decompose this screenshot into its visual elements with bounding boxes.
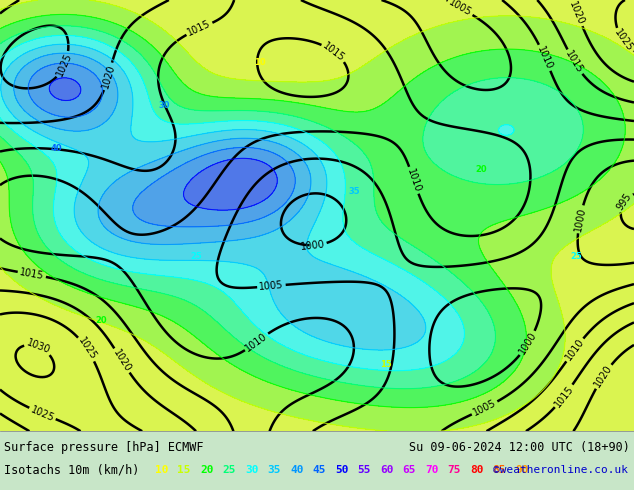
Text: 1025: 1025 xyxy=(612,28,634,54)
Text: 25: 25 xyxy=(223,465,236,475)
Text: 25: 25 xyxy=(571,252,583,261)
Text: 45: 45 xyxy=(313,465,326,475)
Text: 1030: 1030 xyxy=(25,338,51,356)
Text: 90: 90 xyxy=(515,465,529,475)
Text: 30: 30 xyxy=(158,101,170,110)
Text: 55: 55 xyxy=(358,465,371,475)
Text: 1010: 1010 xyxy=(243,331,269,353)
Text: 1020: 1020 xyxy=(111,347,133,373)
Text: 1015: 1015 xyxy=(564,49,585,75)
Text: 1020: 1020 xyxy=(592,364,614,390)
Text: 1015: 1015 xyxy=(186,19,212,38)
Text: 1010: 1010 xyxy=(564,337,586,363)
Text: 50: 50 xyxy=(335,465,349,475)
Text: 1025: 1025 xyxy=(55,51,74,78)
Text: 1005: 1005 xyxy=(447,0,474,18)
Text: 30: 30 xyxy=(245,465,259,475)
Text: 1000: 1000 xyxy=(573,206,587,232)
Text: 15: 15 xyxy=(380,360,392,368)
Text: 35: 35 xyxy=(349,187,360,196)
Text: 10: 10 xyxy=(155,465,169,475)
Text: 20: 20 xyxy=(95,317,107,325)
Text: 1025: 1025 xyxy=(29,404,56,423)
Text: 1000: 1000 xyxy=(517,330,539,356)
Text: 40: 40 xyxy=(290,465,304,475)
Text: Isotachs 10m (km/h): Isotachs 10m (km/h) xyxy=(4,463,139,476)
Text: Su 09-06-2024 12:00 UTC (18+90): Su 09-06-2024 12:00 UTC (18+90) xyxy=(409,441,630,454)
Text: 75: 75 xyxy=(448,465,461,475)
Text: 1010: 1010 xyxy=(405,167,422,194)
Text: 1025: 1025 xyxy=(76,336,98,362)
Text: 1005: 1005 xyxy=(472,398,498,418)
Text: 1020: 1020 xyxy=(567,0,586,26)
Text: 10: 10 xyxy=(254,58,265,67)
Text: 65: 65 xyxy=(403,465,416,475)
Text: 1005: 1005 xyxy=(259,280,284,292)
Text: 1015: 1015 xyxy=(552,383,576,409)
Text: 1010: 1010 xyxy=(535,45,554,71)
Text: 40: 40 xyxy=(51,144,62,153)
Text: Surface pressure [hPa] ECMWF: Surface pressure [hPa] ECMWF xyxy=(4,441,204,454)
Text: 1020: 1020 xyxy=(100,63,117,90)
Text: 995: 995 xyxy=(615,192,634,212)
Text: 35: 35 xyxy=(268,465,281,475)
Text: 20: 20 xyxy=(200,465,214,475)
Text: ©weatheronline.co.uk: ©weatheronline.co.uk xyxy=(493,465,628,475)
Text: 85: 85 xyxy=(493,465,506,475)
Text: 1015: 1015 xyxy=(321,41,347,63)
Text: 80: 80 xyxy=(470,465,484,475)
Text: 1015: 1015 xyxy=(19,267,45,281)
Text: 70: 70 xyxy=(425,465,439,475)
Text: 25: 25 xyxy=(190,252,202,261)
Text: 60: 60 xyxy=(380,465,394,475)
Text: 1000: 1000 xyxy=(300,239,325,251)
Text: 20: 20 xyxy=(476,166,487,174)
Text: 15: 15 xyxy=(178,465,191,475)
